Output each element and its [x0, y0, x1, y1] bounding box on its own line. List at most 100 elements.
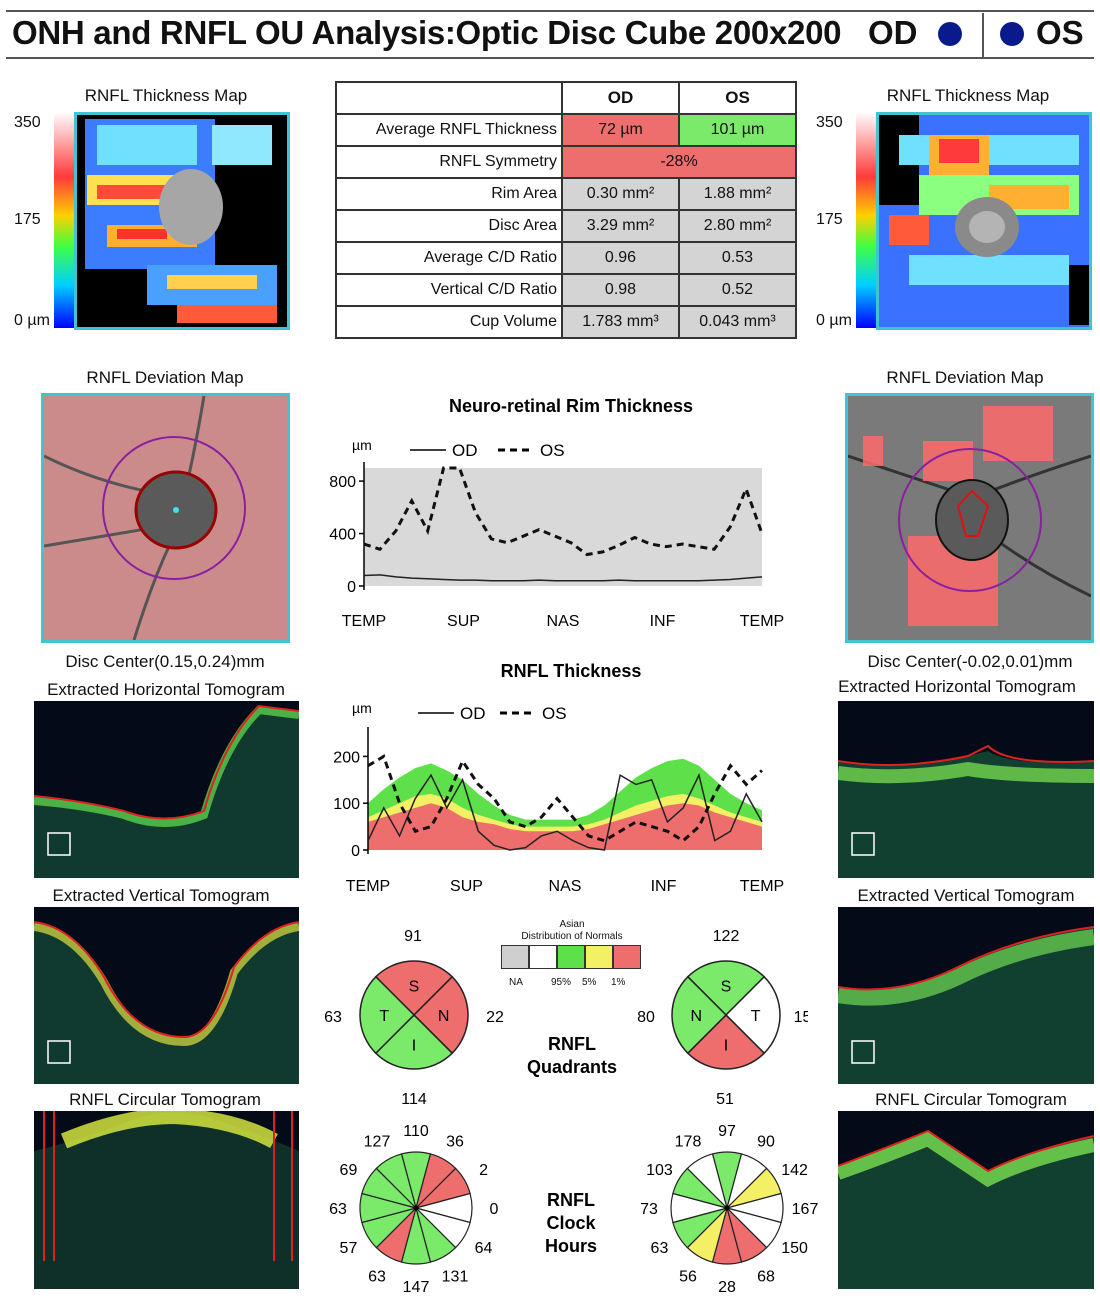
table-col-od: OD [561, 81, 680, 115]
legend-title: Asian Distribution of Normals [502, 919, 642, 943]
clock-hour-value: 150 [781, 1240, 808, 1257]
rnfl-clock-hours: 110 36 2 0 64 131 147 63 57 63 69 127 97 90 142 167 150… [329, 1123, 818, 1296]
band-red [368, 803, 762, 850]
od-quad-t-value: 63 [324, 1009, 342, 1026]
x-tick-label: TEMP [342, 613, 386, 630]
y-tick-label: 800 [329, 474, 356, 491]
clock-hour-value: 64 [475, 1240, 493, 1257]
od-horizontal-tomogram[interactable] [34, 701, 299, 878]
row-label: Cup Volume [335, 305, 563, 339]
avg-cd-od: 0.96 [561, 241, 680, 275]
clock-hour-value: 56 [679, 1269, 697, 1286]
legend-swatch-red [613, 945, 641, 969]
header-rule-top [6, 10, 1094, 12]
legend-os-label: OS [542, 704, 567, 723]
od-thickness-map-image [77, 115, 287, 327]
y-tick-label: 0 [351, 843, 360, 860]
table-row: Average RNFL Thickness 72 µm 101 µm [335, 113, 797, 147]
quadrant-sector-n [412, 975, 469, 1055]
report-title: ONH and RNFL OU Analysis:Optic Disc Cube… [12, 14, 842, 51]
os-horizontal-tomogram[interactable] [838, 701, 1094, 878]
clock-label-line1: RNFL [547, 1190, 595, 1210]
os-thickness-map-title: RNFL Thickness Map [886, 86, 1050, 105]
clock-center-dot [724, 1205, 730, 1211]
disc-area-os: 2.80 mm² [678, 209, 797, 243]
table-col-os: OS [678, 81, 797, 115]
od-deviation-map[interactable] [41, 393, 290, 643]
os-circular-tomogram[interactable] [838, 1111, 1094, 1289]
clock-hour-value: 68 [757, 1269, 775, 1286]
od-eye-dot-icon [938, 22, 962, 46]
legend-swatch-yellow [585, 945, 613, 969]
cup-volume-od: 1.783 mm³ [561, 305, 680, 339]
od-circular-tomogram[interactable] [34, 1111, 299, 1289]
legend-os-label: OS [540, 441, 565, 460]
chart-ylabel: µm [352, 700, 372, 716]
od-scale-mid: 175 [14, 211, 41, 228]
chart-ylabel: µm [352, 437, 372, 453]
os-thickness-map[interactable] [876, 112, 1092, 330]
rim-area-os: 1.88 mm² [678, 177, 797, 211]
clock-hour-value: 63 [368, 1269, 386, 1286]
row-label: Vertical C/D Ratio [335, 273, 563, 307]
clock-sector [686, 1153, 729, 1211]
clock-hour-value: 57 [340, 1240, 358, 1257]
quadrant-sector-s [686, 960, 766, 1017]
vert-cd-od: 0.98 [561, 273, 680, 307]
quadrant-sector-i [686, 1013, 766, 1070]
od-thickness-map[interactable] [74, 112, 290, 330]
os-deviation-map[interactable] [845, 393, 1094, 643]
y-tick-label: 400 [329, 527, 356, 544]
report-header: ONH and RNFL OU Analysis:Optic Disc Cube… [0, 0, 1100, 62]
os-eye-dot-icon [1000, 22, 1024, 46]
od-scale-min: 0 µm [14, 312, 50, 329]
eye-separator [982, 13, 984, 57]
legend-od-label: OD [460, 704, 486, 723]
clock-hour-value: 178 [675, 1133, 702, 1150]
quadrant-letter: N [438, 1008, 450, 1025]
disc-area-od: 3.29 mm² [561, 209, 680, 243]
clock-hour-value: 63 [651, 1240, 669, 1257]
table-row: Cup Volume 1.783 mm³ 0.043 mm³ [335, 305, 797, 339]
os-quad-s-value: 122 [713, 928, 740, 945]
clock-hour-value: 63 [329, 1201, 347, 1218]
clock-hour-value: 103 [646, 1162, 673, 1179]
os-vertical-tomogram[interactable] [838, 907, 1094, 1084]
clock-hour-value: 36 [446, 1133, 464, 1150]
legend-title-line1: Asian [559, 919, 585, 930]
row-label: RNFL Symmetry [335, 145, 563, 179]
chart-title: Neuro-retinal Rim Thickness [449, 396, 693, 416]
os-quad-t-value: 153 [794, 1009, 808, 1026]
x-tick-label: TEMP [346, 878, 390, 895]
clock-hour-value: 147 [403, 1279, 430, 1296]
od-vertical-tomogram[interactable] [34, 907, 299, 1084]
row-label: Average C/D Ratio [335, 241, 563, 275]
os-quad-n-value: 80 [637, 1009, 655, 1026]
clock-hour-value: 110 [403, 1123, 429, 1140]
row-label: Rim Area [335, 177, 563, 211]
parameters-table: OD OS Average RNFL Thickness 72 µm 101 µ… [335, 81, 797, 339]
table-row: Rim Area 0.30 mm² 1.88 mm² [335, 177, 797, 211]
x-tick-label: NAS [549, 878, 582, 895]
orientation-icon [47, 832, 71, 856]
clock-center-dot [413, 1205, 419, 1211]
vert-cd-os: 0.52 [678, 273, 797, 307]
od-thickness-map-title: RNFL Thickness Map [84, 86, 248, 105]
series-od-line [363, 574, 763, 582]
x-tick-label: TEMP [740, 613, 784, 630]
orientation-icon [851, 832, 875, 856]
quadrant-letter: S [409, 978, 420, 995]
clock-hour-value: 167 [792, 1201, 818, 1218]
quadrant-sector-t [724, 975, 781, 1055]
os-color-scale-bar [856, 112, 876, 328]
od-vertical-title: Extracted Vertical Tomogram [52, 886, 270, 905]
table-row: RNFL Symmetry -28% [335, 145, 797, 179]
y-tick-label: 200 [333, 749, 360, 766]
quadrant-sector-i [374, 1013, 454, 1070]
series-os-line [367, 754, 763, 843]
os-vertical-title: Extracted Vertical Tomogram [857, 886, 1075, 905]
os-deviation-map-title: RNFL Deviation Map [886, 368, 1044, 387]
legend-swatch-green [557, 945, 585, 969]
quadrant-letter: I [724, 1038, 728, 1055]
os-quad-i-value: 51 [716, 1091, 734, 1108]
